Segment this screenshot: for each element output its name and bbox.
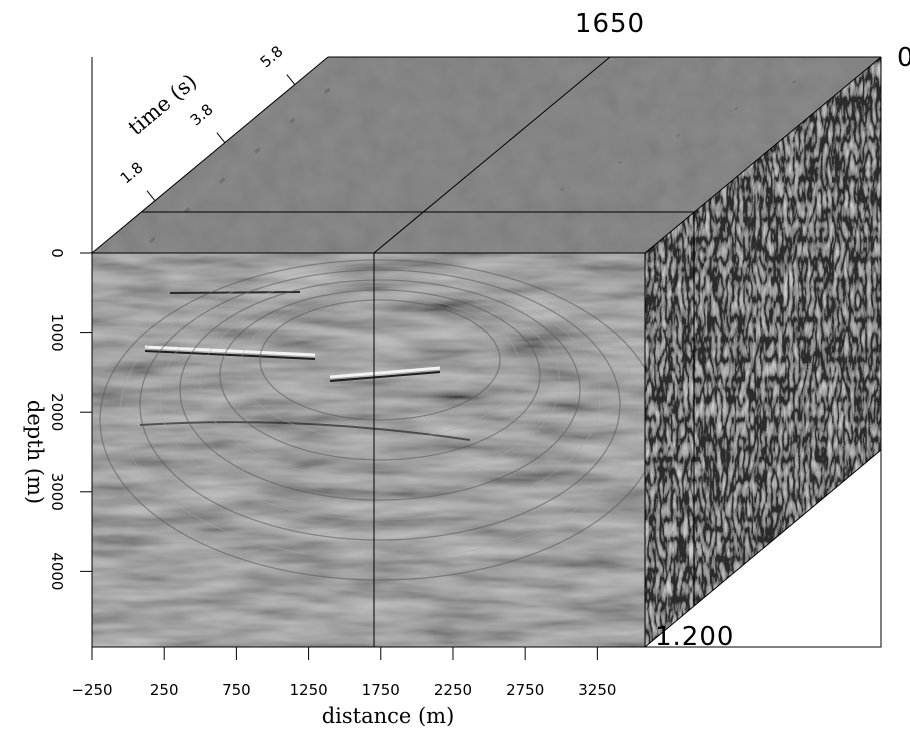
z-tick-label: 1.8 (117, 158, 147, 187)
x-axis-label: distance (m) (322, 704, 455, 728)
front-face (92, 253, 645, 647)
y-tick-label: 0 (48, 248, 66, 258)
slice-lines (141, 56, 695, 647)
y-tick-label: 4000 (48, 552, 66, 590)
depth-slice-value-label: 1.200 (655, 622, 734, 652)
x-tick-label: 250 (150, 681, 179, 699)
y-tick-label: 1000 (48, 314, 66, 352)
z-tick-label: 3.8 (187, 100, 217, 129)
x-tick-label: 2250 (434, 681, 472, 699)
y-axis-ticks: 0 1000 2000 3000 4000 (48, 248, 92, 590)
z-tick-mark (286, 74, 296, 85)
z-tick-mark (216, 132, 226, 143)
z-tick-label: 5.8 (257, 42, 287, 71)
y-axis-label: depth (m) (23, 400, 47, 504)
x-tick-label: 3250 (578, 681, 616, 699)
x-tick-label: 2750 (506, 681, 544, 699)
y-tick-label: 2000 (48, 393, 66, 431)
z-axis-label: time (s) (124, 69, 202, 140)
z-tick-mark (146, 190, 156, 202)
time-slice-value-label: 0 (897, 43, 910, 73)
x-tick-label: 1750 (362, 681, 400, 699)
x-tick-label: −250 (71, 681, 112, 699)
x-axis-ticks: −250 250 750 1250 1750 2250 2750 3250 (71, 647, 616, 699)
x-tick-label: 1250 (289, 681, 327, 699)
cube-edges (91, 56, 882, 648)
y-tick-label: 3000 (48, 473, 66, 511)
slice-line-top-diagonal (373, 56, 611, 254)
front-slice-position-label: 1650 (575, 9, 645, 39)
x-tick-label: 750 (222, 681, 251, 699)
